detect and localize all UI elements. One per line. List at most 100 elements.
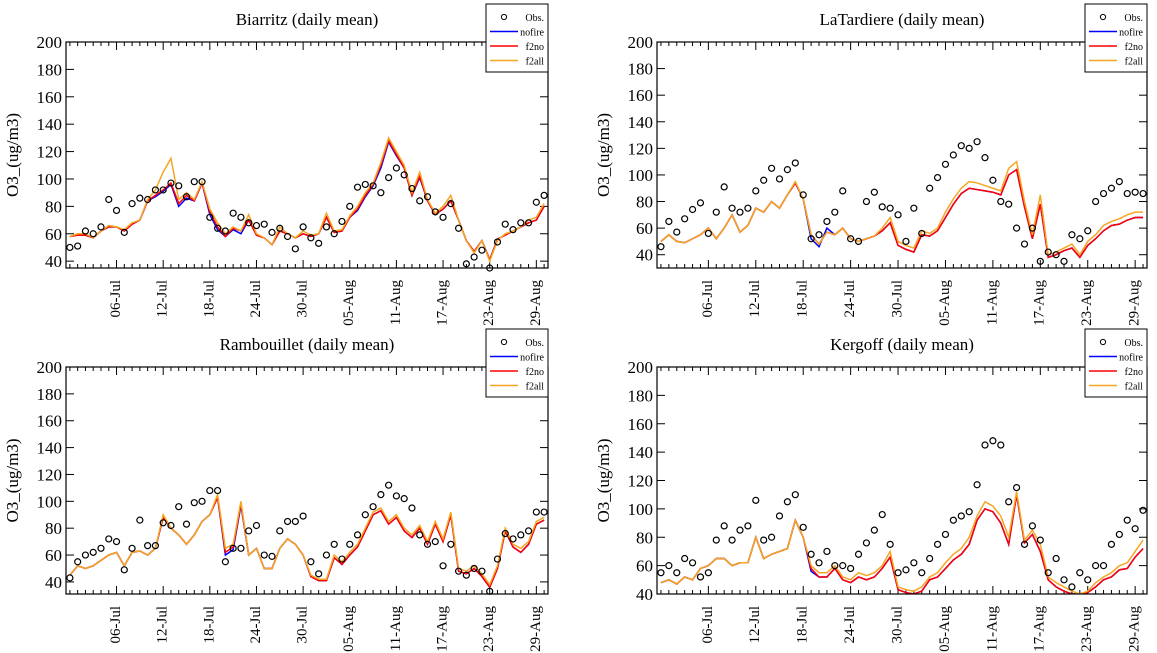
y-tick-label: 60 bbox=[636, 557, 653, 576]
x-tick-label: 24-Jul bbox=[842, 280, 858, 318]
legend-label: f2all bbox=[1125, 382, 1144, 393]
obs-marker bbox=[470, 564, 478, 573]
obs-marker bbox=[854, 550, 863, 558]
obs-marker bbox=[144, 542, 152, 550]
obs-marker bbox=[159, 186, 167, 194]
obs-marker bbox=[1092, 562, 1100, 570]
obs-marker bbox=[423, 540, 432, 548]
obs-marker bbox=[1107, 184, 1116, 192]
obs-marker bbox=[1005, 498, 1013, 506]
obs-marker bbox=[989, 437, 997, 445]
y-tick-label: 80 bbox=[636, 528, 653, 547]
obs-marker bbox=[221, 227, 229, 235]
obs-marker bbox=[81, 227, 90, 235]
obs-marker bbox=[175, 182, 183, 190]
obs-marker bbox=[361, 511, 369, 519]
obs-marker bbox=[657, 569, 665, 577]
obs-marker bbox=[392, 492, 401, 500]
obs-marker bbox=[89, 548, 97, 556]
obs-marker bbox=[182, 193, 191, 201]
x-tick-label: 24-Jul bbox=[248, 606, 264, 644]
panel: LaTardiere (daily mean) O3_(ug/m3) 40 60 80 1… bbox=[594, 3, 1148, 326]
obs-marker bbox=[997, 441, 1005, 449]
obs-marker bbox=[120, 228, 128, 236]
obs-marker bbox=[1123, 516, 1131, 524]
obs-marker bbox=[1115, 530, 1123, 539]
obs-marker bbox=[229, 544, 237, 552]
y-tick-label: 40 bbox=[45, 252, 62, 271]
y-tick-label: 100 bbox=[628, 166, 654, 185]
obs-marker bbox=[532, 508, 540, 516]
obs-marker bbox=[815, 559, 823, 567]
obs-marker bbox=[322, 551, 331, 559]
x-tick-label: 30-Jul bbox=[889, 280, 905, 318]
obs-marker bbox=[1012, 483, 1021, 492]
plot-frame bbox=[656, 366, 1148, 595]
obs-marker bbox=[965, 144, 973, 152]
obs-marker bbox=[291, 245, 299, 253]
obs-marker bbox=[260, 220, 268, 228]
panel-title: Kergoff (daily mean) bbox=[830, 335, 974, 354]
obs-marker bbox=[752, 496, 760, 504]
obs-marker bbox=[665, 562, 673, 570]
obs-marker bbox=[926, 554, 934, 563]
obs-marker bbox=[509, 226, 517, 234]
obs-marker bbox=[245, 527, 253, 535]
obs-marker bbox=[206, 486, 214, 495]
obs-marker bbox=[894, 569, 902, 577]
x-tick-label: 12-Jul bbox=[155, 280, 171, 318]
x-tick-label: 05-Aug bbox=[341, 280, 357, 326]
y-tick-label: 140 bbox=[37, 115, 63, 134]
x-tick-label: 30-Jul bbox=[295, 606, 311, 644]
obs-marker bbox=[408, 504, 416, 512]
obs-marker bbox=[400, 171, 408, 179]
series-line bbox=[660, 494, 1144, 594]
obs-marker bbox=[791, 159, 799, 167]
obs-marker bbox=[237, 544, 245, 552]
x-tick-label: 12-Jul bbox=[747, 280, 763, 318]
y-tick-label: 160 bbox=[37, 412, 63, 431]
panel-title: LaTardiere (daily mean) bbox=[820, 10, 985, 29]
obs-marker bbox=[1052, 251, 1060, 259]
obs-marker bbox=[1123, 189, 1131, 198]
obs-marker bbox=[704, 229, 712, 238]
obs-marker bbox=[276, 527, 284, 535]
obs-marker bbox=[989, 176, 997, 184]
obs-marker bbox=[167, 179, 175, 187]
obs-marker bbox=[1068, 583, 1076, 591]
obs-marker bbox=[941, 530, 950, 539]
obs-marker bbox=[517, 531, 525, 539]
obs-marker bbox=[957, 512, 965, 520]
x-tick-label: 24-Jul bbox=[248, 280, 264, 318]
obs-marker bbox=[862, 539, 871, 547]
obs-marker bbox=[933, 540, 942, 548]
obs-marker bbox=[353, 183, 362, 191]
y-axis-label: O3_(ug/m3) bbox=[3, 438, 22, 522]
obs-marker bbox=[918, 569, 926, 577]
obs-marker bbox=[847, 235, 855, 243]
obs-marker bbox=[878, 510, 886, 519]
obs-marker bbox=[167, 521, 175, 530]
obs-marker bbox=[74, 558, 82, 566]
obs-marker bbox=[221, 558, 229, 566]
obs-marker bbox=[369, 503, 377, 511]
obs-marker bbox=[478, 246, 486, 254]
obs-marker bbox=[447, 200, 455, 208]
legend-label: Obs. bbox=[1124, 13, 1143, 24]
obs-marker bbox=[431, 538, 439, 546]
obs-marker bbox=[839, 562, 847, 570]
obs-marker bbox=[1028, 224, 1037, 232]
obs-marker bbox=[997, 197, 1005, 206]
y-tick-label: 40 bbox=[636, 246, 653, 265]
obs-marker bbox=[918, 229, 926, 238]
obs-marker bbox=[720, 183, 728, 191]
legend-label: Obs. bbox=[1124, 338, 1143, 349]
obs-marker bbox=[862, 197, 871, 206]
obs-marker bbox=[1036, 257, 1044, 265]
obs-marker bbox=[847, 564, 855, 573]
plot-frame bbox=[65, 41, 549, 269]
obs-marker bbox=[949, 516, 957, 524]
obs-marker bbox=[933, 174, 942, 182]
